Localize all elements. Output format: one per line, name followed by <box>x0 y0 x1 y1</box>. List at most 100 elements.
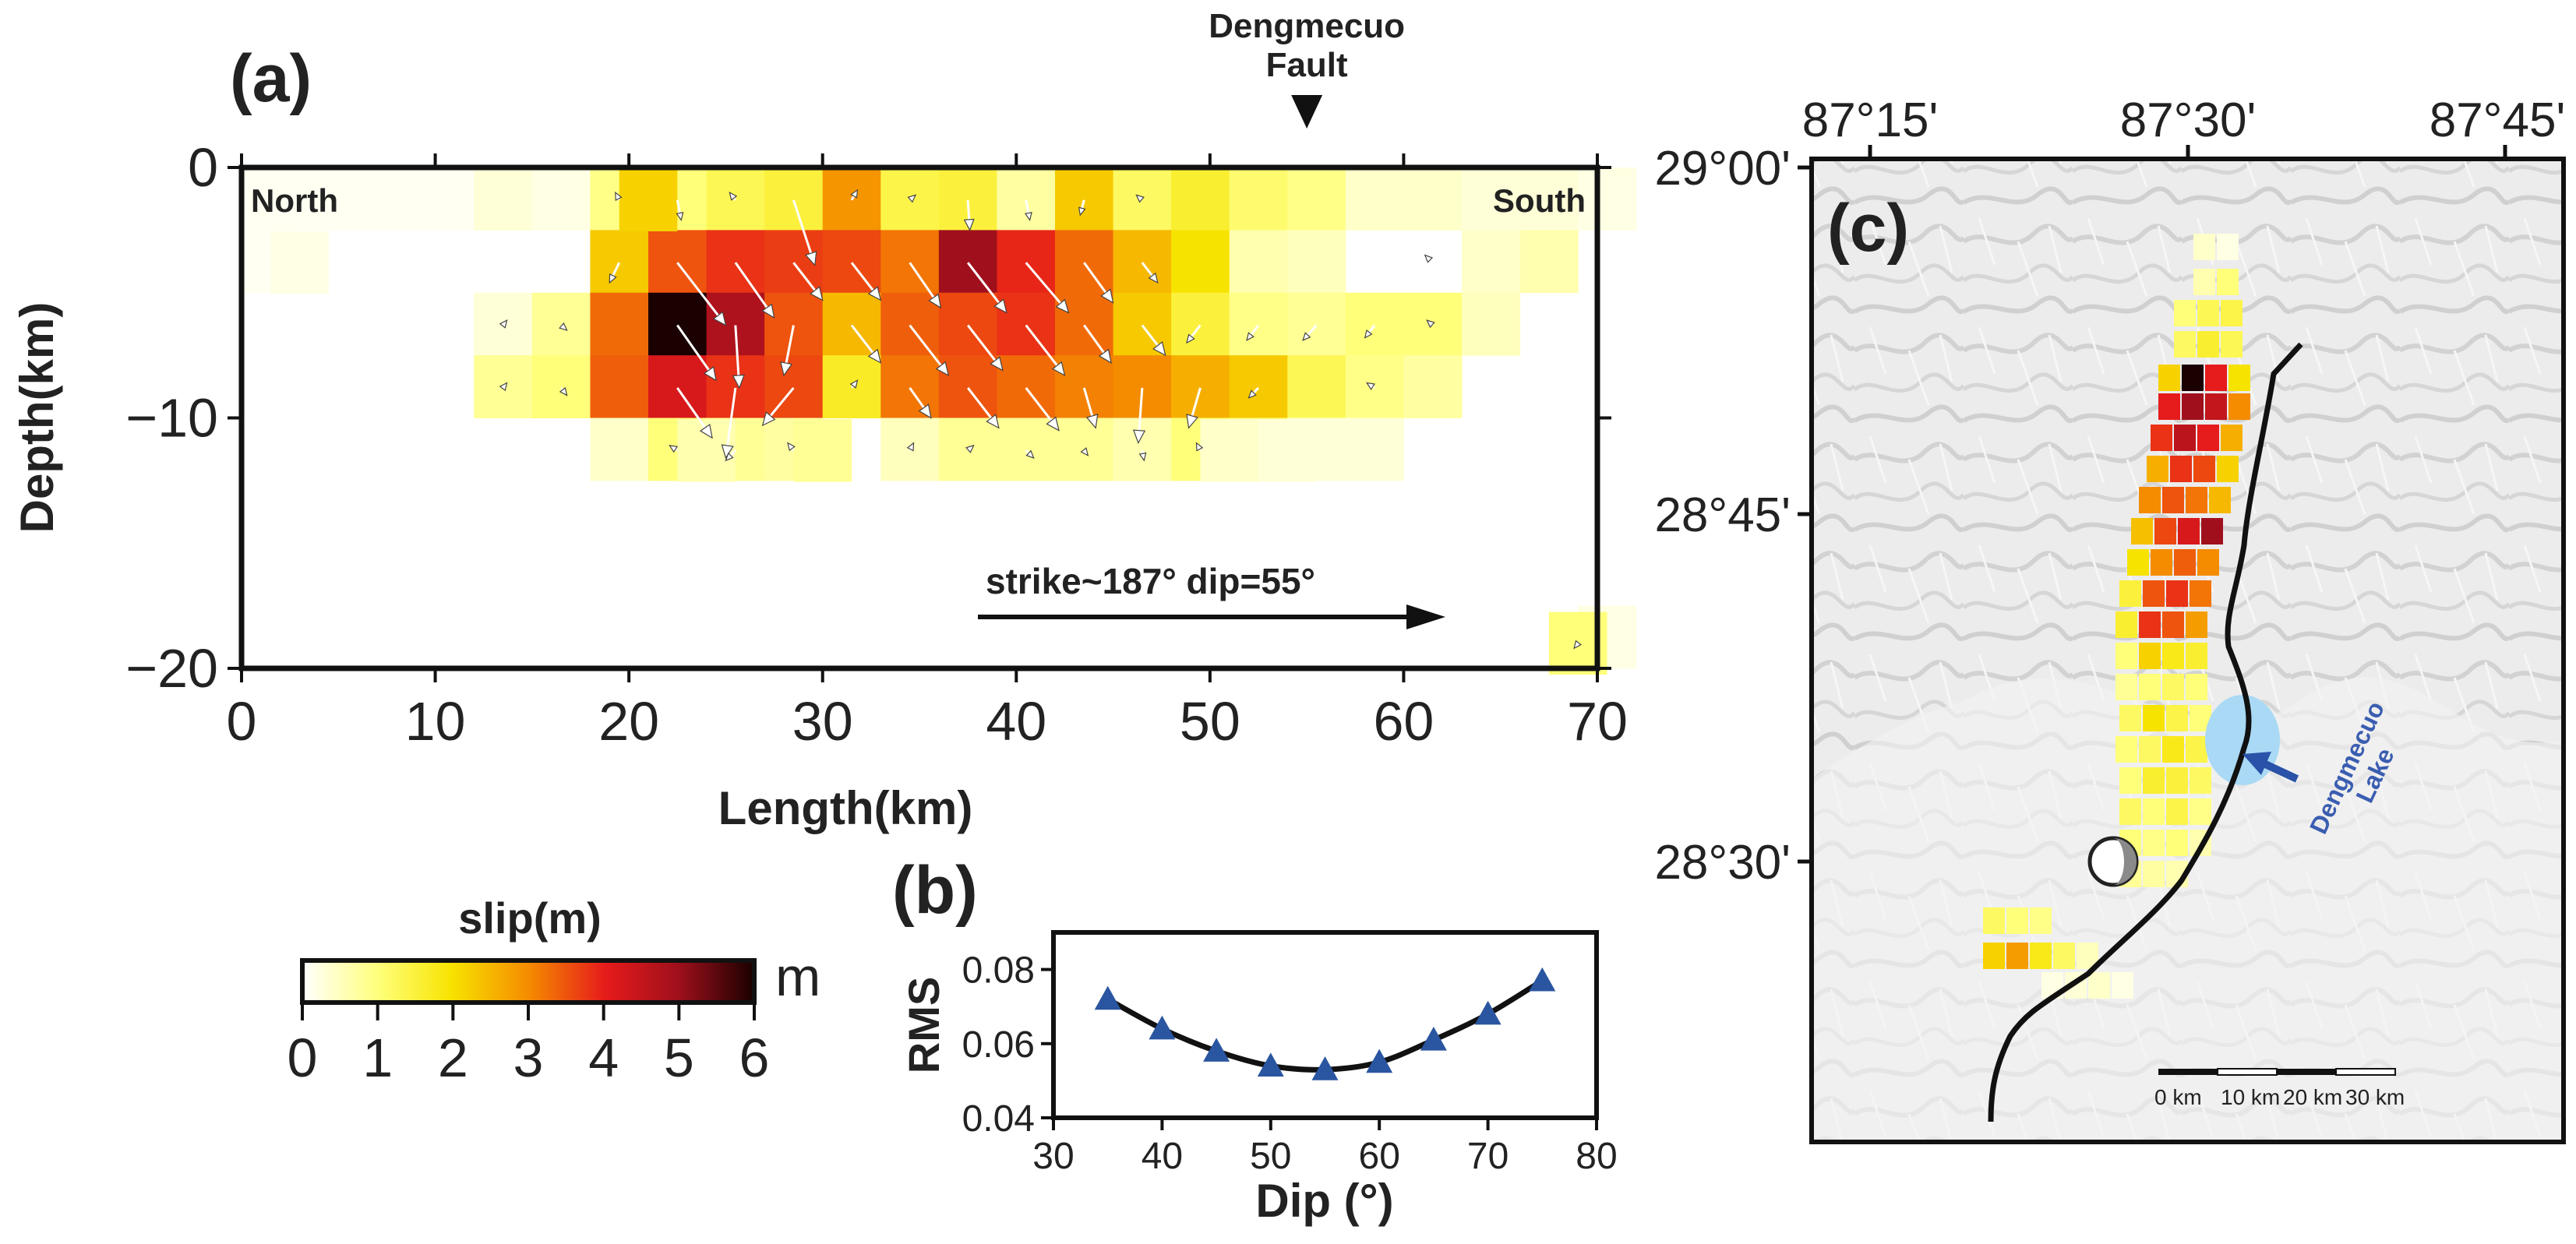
rms-point <box>1311 1056 1339 1080</box>
slip-patch <box>997 230 1056 294</box>
rake-vector <box>499 319 508 329</box>
map-slip-patch <box>2053 943 2075 969</box>
b-x-tick-label: 60 <box>1359 1136 1400 1177</box>
slip-patch <box>1287 292 1346 356</box>
rms-point <box>1420 1027 1447 1051</box>
x-tick-label: 50 <box>1180 691 1240 752</box>
slip-patch <box>648 355 708 418</box>
slip-patch <box>938 230 997 294</box>
panel-a-frame <box>238 164 1600 671</box>
slip-patch <box>1171 230 1230 294</box>
map-slip-patch <box>2197 425 2219 451</box>
rake-vector <box>792 262 824 301</box>
rake-vector <box>963 199 975 231</box>
colorbar-tick-label: 2 <box>438 1027 468 1088</box>
slip-patch <box>997 167 1056 231</box>
map-slip-patch <box>2143 705 2165 731</box>
rake-vector <box>907 194 917 203</box>
map-slip-patch <box>2186 611 2207 638</box>
rake-vector <box>615 191 623 201</box>
slip-patch <box>822 292 881 356</box>
map-slip-patch <box>2190 580 2211 607</box>
slip-patch <box>706 230 765 294</box>
slip-patch <box>706 355 765 418</box>
slip-patch <box>1229 167 1288 231</box>
x-tick-label: 30 <box>792 691 853 752</box>
map-slip-patch <box>2166 580 2188 607</box>
map-slip-patch <box>2166 798 2188 825</box>
slip-patch <box>997 355 1056 418</box>
map-slip-patch <box>2217 456 2239 482</box>
slip-patch <box>1113 230 1172 294</box>
map-slip-patch <box>2190 798 2211 825</box>
map-slip-patch <box>2197 300 2219 326</box>
rake-vector <box>676 324 717 382</box>
valley-shade <box>1812 677 2564 1142</box>
map-slip-patch <box>2127 549 2149 576</box>
map-slip-patch <box>2151 549 2172 576</box>
map-slip-patch <box>2166 767 2188 794</box>
rake-vector <box>909 324 950 377</box>
b-x-tick-label: 80 <box>1576 1136 1617 1177</box>
rake-vector <box>725 449 736 462</box>
rake-vector <box>732 325 745 389</box>
slip-patch <box>590 355 649 418</box>
b-y-tick-label: 0.04 <box>962 1098 1035 1140</box>
rake-vector <box>1024 199 1032 221</box>
slip-patch <box>764 167 824 231</box>
map-slip-patch <box>2162 643 2184 669</box>
colorbar-tick-label: 1 <box>362 1027 393 1088</box>
slip-patch <box>938 292 997 356</box>
lat-label-3: 28°30' <box>1654 836 1791 890</box>
slip-patch <box>358 167 417 231</box>
y-tick-label: 0 <box>188 137 218 198</box>
rake-vector <box>966 324 1004 372</box>
map-slip-patch <box>2151 425 2172 451</box>
slip-patch <box>1519 230 1579 294</box>
slip-patch <box>415 167 475 231</box>
map-slip-patch <box>2115 674 2137 700</box>
slip-patch <box>1258 419 1317 482</box>
colorbar-tick-label: 5 <box>664 1027 694 1088</box>
scale-label-20: 20 km <box>2283 1085 2342 1109</box>
rake-vector <box>609 262 621 284</box>
b-x-tick-label: 40 <box>1142 1136 1183 1177</box>
slip-patch <box>1113 355 1172 418</box>
map-slip-patch <box>2205 365 2227 391</box>
map-slip-patch <box>2115 736 2137 763</box>
colorbar-tick-label: 0 <box>288 1027 318 1088</box>
map-slip-patch <box>2190 767 2211 794</box>
fault-label-line1: Dengmecuo <box>1209 7 1405 45</box>
map-slip-patch <box>2030 907 2052 934</box>
rake-vector <box>849 379 859 389</box>
slip-patch <box>1578 167 1637 231</box>
slip-patch <box>1200 419 1258 482</box>
rake-vector <box>1424 254 1434 264</box>
x-tick-label: 40 <box>986 691 1046 752</box>
rake-vector <box>1247 386 1260 399</box>
rake-vector <box>559 322 568 331</box>
map-slip-patch <box>2162 611 2184 638</box>
b-x-tick-label: 70 <box>1467 1136 1509 1177</box>
scale-label-10: 10 km <box>2221 1085 2280 1109</box>
x-tick-label: 0 <box>227 691 257 752</box>
lon-label-3: 87°45' <box>2430 93 2566 147</box>
map-slip-patches <box>1983 234 2250 999</box>
map-slip-patch <box>2119 580 2141 607</box>
map-slip-patch <box>2221 300 2243 326</box>
slip-patch <box>590 230 649 294</box>
b-x-tick-label: 30 <box>1032 1136 1074 1177</box>
rake-vector <box>1135 194 1145 203</box>
b-y-tick-label: 0.08 <box>962 950 1035 992</box>
slip-patch <box>1287 230 1346 294</box>
rms-point <box>1203 1038 1230 1062</box>
slip-patch <box>242 167 301 231</box>
map-slip-patch <box>2193 456 2215 482</box>
slip-patch <box>880 292 940 356</box>
rms-point <box>1366 1048 1393 1073</box>
lon-label-2: 87°30' <box>2120 93 2257 147</box>
map-slip-patch <box>2139 643 2161 669</box>
slip-patch <box>531 355 591 418</box>
map-slip-patch <box>1983 943 2005 969</box>
